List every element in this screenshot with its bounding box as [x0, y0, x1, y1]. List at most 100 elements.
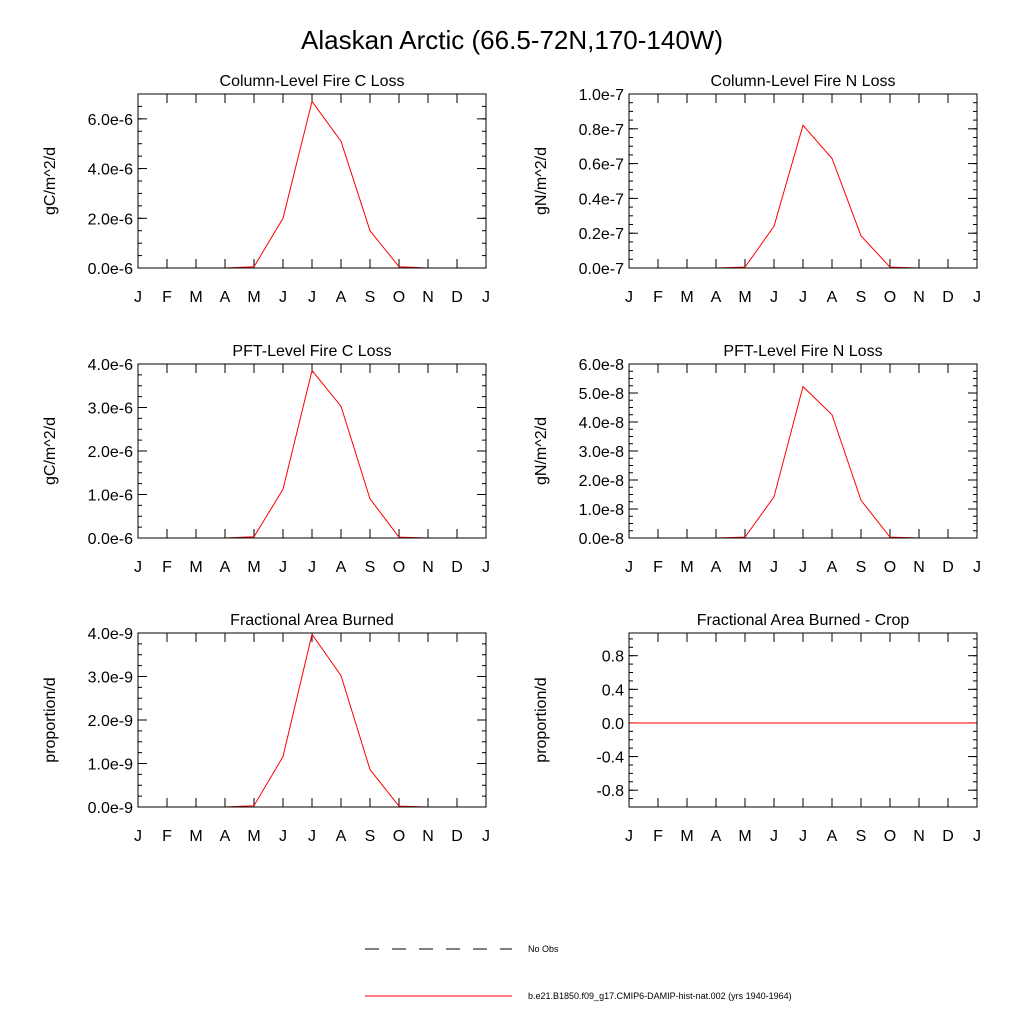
- x-tick-label: J: [625, 289, 633, 306]
- y-tick-label: 0.8: [602, 649, 624, 666]
- chart-title: Column-Level Fire C Loss: [220, 73, 405, 90]
- x-tick-label: O: [884, 289, 896, 306]
- x-tick-label: S: [856, 559, 867, 576]
- x-tick-label: J: [308, 559, 316, 576]
- x-tick-label: N: [422, 559, 434, 576]
- y-tick-label: 0.4e-7: [579, 191, 624, 208]
- x-tick-label: J: [973, 289, 981, 306]
- legend: No Obs b.e21.B1850.f09_g17.CMIP6-DAMIP-h…: [365, 944, 792, 1001]
- x-tick-label: J: [625, 828, 633, 845]
- y-tick-label: -0.4: [596, 750, 624, 767]
- x-tick-label: J: [799, 828, 807, 845]
- y-axis-label: proportion/d: [42, 677, 59, 762]
- x-tick-label: F: [162, 828, 172, 845]
- x-tick-label: D: [942, 828, 954, 845]
- plot-frame: [628, 363, 978, 539]
- chart-panel-3: PFT-Level Fire C Loss gC/m^2/d 0.0e-6 1.0e-…: [42, 343, 490, 576]
- y-tick-label: 1.0e-9: [88, 757, 133, 774]
- x-tick-label: M: [189, 828, 202, 845]
- y-tick-label: 0.0e-6: [88, 261, 133, 278]
- x-tick-label: O: [884, 828, 896, 845]
- x-tick-label: D: [451, 289, 463, 306]
- figure-title: Alaskan Arctic (66.5-72N,170-140W): [301, 25, 723, 55]
- y-tick-label: 0.0e-7: [579, 261, 624, 278]
- plot-frame: [137, 632, 487, 808]
- x-tick-label: S: [365, 559, 376, 576]
- x-tick-label: J: [134, 559, 142, 576]
- y-tick-label: 0.6e-7: [579, 157, 624, 174]
- x-tick-label: N: [422, 289, 434, 306]
- y-tick-label: 1.0e-6: [88, 488, 133, 505]
- x-tick-label: M: [247, 289, 260, 306]
- x-tick-label: D: [942, 559, 954, 576]
- x-tick-label: A: [220, 828, 231, 845]
- x-tick-label: A: [711, 828, 722, 845]
- x-tick-label: J: [279, 289, 287, 306]
- y-tick-label: 1.0e-8: [579, 502, 624, 519]
- x-tick-label: J: [308, 828, 316, 845]
- y-axis-label: proportion/d: [533, 677, 550, 762]
- plot-frame: [628, 93, 978, 269]
- x-tick-label: A: [220, 559, 231, 576]
- x-tick-label: M: [189, 559, 202, 576]
- chart-panel-2: Column-Level Fire N Loss gN/m^2/d 0.0e-7 0.…: [533, 73, 981, 306]
- x-tick-label: F: [162, 559, 172, 576]
- y-tick-label: 2.0e-8: [579, 473, 624, 490]
- x-tick-label: M: [680, 289, 693, 306]
- x-tick-label: A: [827, 828, 838, 845]
- x-tick-label: J: [770, 828, 778, 845]
- x-tick-label: M: [680, 559, 693, 576]
- x-tick-label: N: [422, 828, 434, 845]
- x-tick-label: D: [942, 289, 954, 306]
- chart-panel-4: PFT-Level Fire N Loss gN/m^2/d 0.0e-8 1.0e-…: [533, 343, 981, 576]
- y-tick-label: 0.0e-8: [579, 531, 624, 548]
- x-tick-label: F: [653, 289, 663, 306]
- x-tick-label: J: [482, 559, 490, 576]
- x-tick-label: A: [336, 828, 347, 845]
- y-tick-label: 3.0e-8: [579, 444, 624, 461]
- x-tick-label: M: [738, 559, 751, 576]
- y-tick-label: 2.0e-6: [88, 444, 133, 461]
- chart-panel-1: Column-Level Fire C Loss gC/m^2/d 0.0e-6 2.…: [42, 73, 490, 306]
- x-tick-label: M: [189, 289, 202, 306]
- chart-panel-5: Fractional Area Burned proportion/d 0.0e-9…: [42, 612, 490, 845]
- x-tick-label: N: [913, 289, 925, 306]
- y-tick-label: 3.0e-6: [88, 401, 133, 418]
- y-tick-label: 4.0e-9: [88, 626, 133, 643]
- legend-no-obs-label: No Obs: [528, 944, 559, 954]
- x-tick-label: S: [365, 289, 376, 306]
- x-tick-label: J: [625, 559, 633, 576]
- x-tick-label: J: [279, 559, 287, 576]
- y-tick-label: 0.0e-9: [88, 800, 133, 817]
- chart-title: Fractional Area Burned - Crop: [697, 612, 910, 629]
- plot-frame: [628, 632, 978, 808]
- plot-frame: [137, 93, 487, 269]
- x-tick-label: M: [738, 289, 751, 306]
- chart-title: PFT-Level Fire N Loss: [723, 343, 882, 360]
- x-tick-label: S: [856, 289, 867, 306]
- x-tick-label: S: [856, 828, 867, 845]
- y-tick-label: 6.0e-8: [579, 357, 624, 374]
- x-tick-label: J: [482, 828, 490, 845]
- series-line: [629, 385, 977, 539]
- panels: Column-Level Fire C Loss gC/m^2/d 0.0e-6 2.…: [42, 73, 981, 845]
- y-axis-label: gC/m^2/d: [42, 417, 59, 485]
- plot-frame: [137, 363, 487, 539]
- x-tick-label: A: [220, 289, 231, 306]
- chart-title: PFT-Level Fire C Loss: [232, 343, 391, 360]
- x-tick-label: F: [653, 559, 663, 576]
- series-line: [629, 124, 977, 269]
- x-tick-label: F: [162, 289, 172, 306]
- y-axis-label: gC/m^2/d: [42, 147, 59, 215]
- y-tick-label: 2.0e-6: [88, 211, 133, 228]
- chart-title: Column-Level Fire N Loss: [711, 73, 896, 90]
- y-tick-label: -0.8: [596, 783, 624, 800]
- series-line: [138, 369, 486, 539]
- x-tick-label: F: [653, 828, 663, 845]
- x-tick-label: N: [913, 828, 925, 845]
- x-tick-label: A: [711, 559, 722, 576]
- x-tick-label: J: [308, 289, 316, 306]
- y-tick-label: 0.0e-6: [88, 531, 133, 548]
- y-tick-label: 1.0e-7: [579, 87, 624, 104]
